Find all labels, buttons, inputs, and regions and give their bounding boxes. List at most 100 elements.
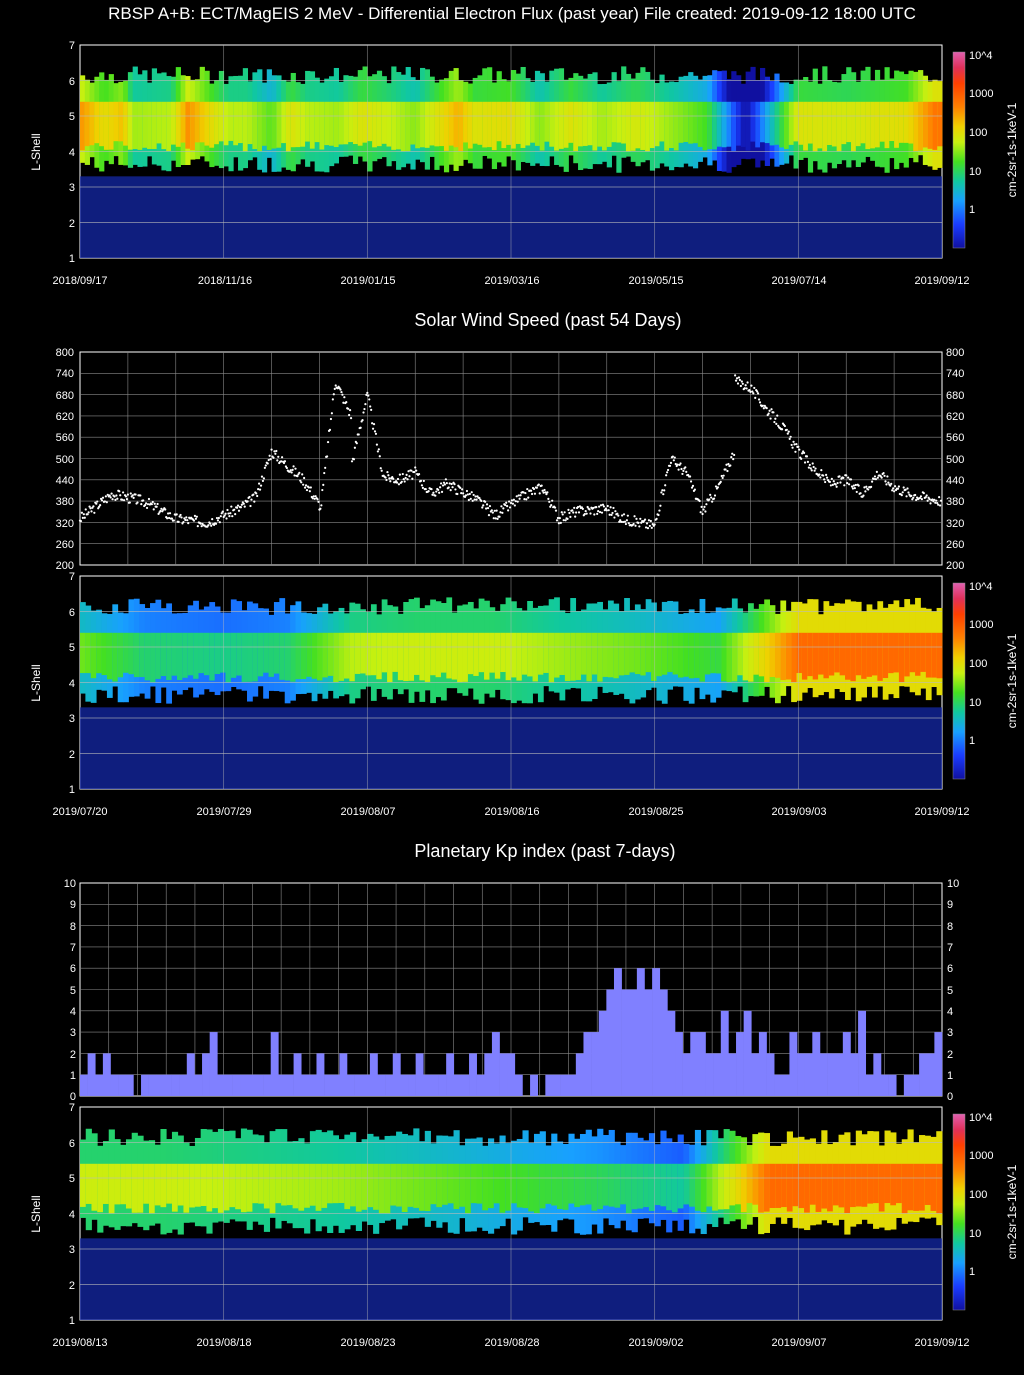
wind-speed-point (314, 495, 317, 498)
wind-speed-point (146, 503, 150, 506)
wind-speed-point (518, 497, 521, 500)
kp-bar (484, 1053, 493, 1096)
heatmap-cell (606, 101, 612, 147)
heatmap-cell (769, 101, 775, 146)
kp-bar (369, 1053, 378, 1096)
heatmap-cell (147, 101, 153, 149)
heatmap-cell (841, 101, 847, 145)
heatmap-cell (712, 1163, 719, 1211)
kp-bar (575, 1053, 584, 1096)
heatmap-cell (235, 1163, 242, 1210)
wind-speed-point (865, 485, 868, 488)
wind-speed-point (194, 517, 197, 520)
heatmap-cell (558, 101, 565, 149)
kp-bar (423, 1074, 432, 1096)
wind-speed-point (454, 488, 457, 491)
heatmap-cell (930, 1163, 937, 1211)
heatmap-cell (295, 632, 302, 680)
colorbar-label: 10 (969, 697, 981, 709)
wind-speed-point (904, 488, 907, 491)
wind-speed-point (236, 504, 240, 507)
wind-speed-point (507, 500, 511, 503)
wind-speed-point (650, 526, 653, 529)
heatmap-cell (918, 101, 924, 151)
wind-speed-point (463, 495, 467, 499)
wind-speed-point (736, 382, 740, 385)
wind-speed-point (680, 467, 683, 471)
wind-speed-point (936, 501, 939, 505)
heatmap-cell (463, 101, 469, 143)
heatmap-cell (855, 101, 861, 147)
heatmap-cell (378, 1163, 385, 1214)
heatmap-cell (879, 101, 885, 142)
y-tick: 800 (56, 347, 74, 359)
wind-speed-point (182, 520, 185, 524)
y-tick: 620 (56, 411, 74, 423)
wind-speed-point (609, 506, 612, 509)
wind-speed-point (933, 498, 936, 501)
heatmap-cell (860, 101, 866, 144)
kp-bar (95, 1074, 104, 1096)
heatmap-cell (740, 1163, 748, 1213)
wind-speed-point (645, 522, 649, 525)
wind-speed-point (700, 505, 703, 508)
x-tick: 2019/08/07 (340, 806, 395, 818)
heatmap-cell (459, 1163, 466, 1207)
kp-bar (690, 1032, 699, 1096)
wind-speed-point (892, 487, 895, 490)
kp-bar (827, 1053, 836, 1096)
heatmap-cell (271, 101, 277, 149)
wind-speed-point (350, 460, 354, 463)
wind-speed-point (500, 505, 503, 508)
wind-speed-point (115, 494, 118, 497)
wind-speed-point (275, 449, 278, 453)
wind-speed-point (282, 461, 286, 465)
wind-speed-point (785, 428, 788, 431)
wind-speed-point (743, 387, 746, 390)
heatmap-cell (846, 101, 852, 143)
heatmap-cell (666, 1163, 673, 1211)
heatmap-cell (185, 101, 191, 149)
y-tick: 10 (947, 878, 959, 890)
wind-speed-point (246, 500, 249, 503)
heatmap-cell (333, 632, 339, 683)
wind-speed-point (256, 494, 259, 498)
wind-speed-point (752, 392, 755, 395)
wind-speed-point (167, 512, 170, 515)
heatmap-cell (530, 101, 536, 143)
y-tick: 5 (947, 985, 953, 997)
heatmap-cell (493, 1163, 500, 1204)
wind-speed-point (299, 479, 302, 482)
heatmap-cell (792, 1163, 799, 1207)
wind-speed-point (663, 489, 666, 492)
heatmap-cell (779, 101, 785, 148)
heatmap-cell (774, 101, 780, 145)
wind-speed-point (562, 519, 565, 522)
wind-speed-point (220, 512, 223, 515)
wind-speed-point (184, 518, 187, 522)
wind-speed-point (693, 488, 696, 491)
wind-speed-point (912, 496, 915, 499)
wind-speed-point (89, 507, 92, 510)
y-tick: 8 (947, 921, 953, 933)
wind-speed-point (266, 462, 269, 465)
heatmap-cell (370, 632, 377, 676)
wind-speed-point (661, 489, 664, 492)
kp-bar (560, 1074, 569, 1096)
kp-bar (873, 1053, 882, 1096)
wind-speed-point (486, 506, 490, 510)
wind-speed-point (255, 492, 258, 495)
wind-speed-point (471, 499, 474, 502)
wind-speed-point (312, 495, 315, 498)
kp-bar (926, 1053, 935, 1096)
wind-speed-point (487, 514, 491, 517)
wind-speed-point (576, 505, 580, 509)
kp-bar (903, 1074, 912, 1096)
wind-speed-point (211, 518, 214, 521)
wind-speed-point (867, 488, 870, 491)
wind-speed-point (339, 388, 342, 391)
x-tick-labels: 2019/08/13 2019/08/18 2019/08/23 2019/08… (52, 1337, 969, 1349)
wind-speed-point (644, 526, 648, 529)
wind-speed-point (121, 498, 124, 501)
wind-speed-point (507, 509, 510, 512)
